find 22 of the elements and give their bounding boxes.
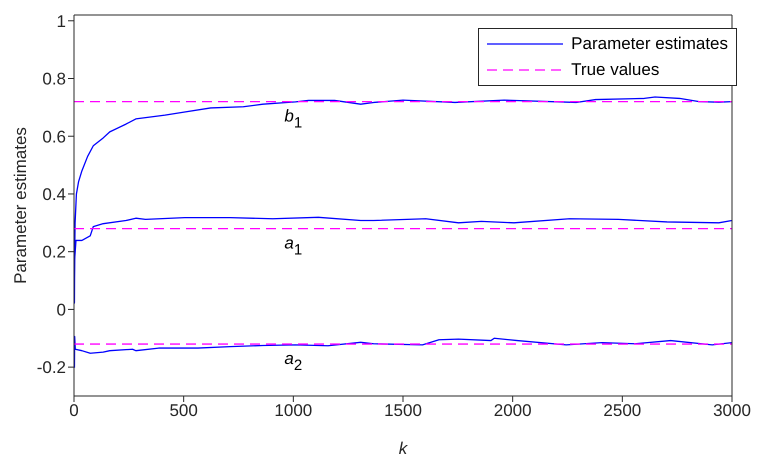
y-axis-title: Parameter estimates <box>11 127 30 284</box>
legend-label: True values <box>571 59 660 81</box>
x-tick-label: 0 <box>69 401 79 420</box>
y-tick-label: 0 <box>56 300 66 320</box>
x-tick-label: 1500 <box>384 401 422 420</box>
y-tick-label: 0.2 <box>42 242 66 262</box>
y-tick-label: -0.2 <box>36 358 66 378</box>
y-tick-label: 0.6 <box>42 127 66 146</box>
y-tick-label: 1 <box>56 12 66 31</box>
y-tick-label: 0.8 <box>42 70 66 89</box>
line-series <box>74 336 732 368</box>
x-tick-label: 2500 <box>603 401 642 420</box>
y-tick-label: 0.4 <box>42 184 66 204</box>
x-tick-label: 1000 <box>274 401 312 420</box>
x-axis-title: k <box>398 439 409 458</box>
legend-label: Parameter estimates <box>571 33 728 55</box>
annotation: b$_{1}$ <box>284 106 302 132</box>
annotation: a$_{1}$ <box>284 234 302 259</box>
annotation: a$_{2}$ <box>284 349 302 374</box>
x-tick-label: 2000 <box>494 401 532 420</box>
x-tick-label: 3000 <box>713 401 751 420</box>
x-tick-label: 500 <box>169 401 198 420</box>
